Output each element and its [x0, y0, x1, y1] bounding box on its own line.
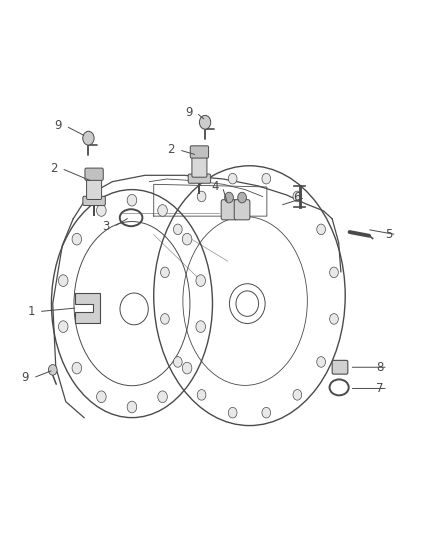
Text: 2: 2 [50, 162, 57, 175]
Circle shape [199, 115, 211, 129]
Circle shape [182, 233, 192, 245]
Text: 2: 2 [167, 143, 175, 156]
Circle shape [197, 390, 206, 400]
FancyBboxPatch shape [188, 174, 211, 183]
Circle shape [293, 390, 302, 400]
Circle shape [48, 365, 57, 375]
FancyBboxPatch shape [332, 360, 348, 374]
Text: 1: 1 [27, 305, 35, 318]
Circle shape [96, 391, 106, 402]
Text: 4: 4 [211, 181, 219, 193]
FancyBboxPatch shape [192, 155, 207, 177]
Circle shape [293, 191, 302, 202]
FancyBboxPatch shape [221, 200, 237, 220]
Circle shape [317, 357, 325, 367]
Circle shape [228, 407, 237, 418]
Text: 7: 7 [376, 382, 384, 395]
FancyBboxPatch shape [234, 200, 250, 220]
Circle shape [238, 192, 247, 203]
Circle shape [72, 233, 81, 245]
Circle shape [262, 173, 271, 184]
Circle shape [127, 401, 137, 413]
Text: 9: 9 [54, 119, 62, 133]
Circle shape [72, 362, 81, 374]
Circle shape [161, 313, 170, 324]
Polygon shape [74, 293, 100, 322]
Circle shape [83, 131, 94, 145]
Circle shape [173, 224, 182, 235]
Text: 9: 9 [185, 106, 192, 119]
Circle shape [196, 321, 205, 333]
Text: 9: 9 [21, 372, 29, 384]
Circle shape [317, 224, 325, 235]
Circle shape [330, 267, 338, 278]
Circle shape [58, 275, 68, 286]
Circle shape [158, 205, 167, 216]
FancyBboxPatch shape [83, 196, 105, 206]
Text: 8: 8 [376, 361, 384, 374]
Circle shape [161, 267, 170, 278]
Text: 6: 6 [293, 191, 301, 204]
Circle shape [173, 357, 182, 367]
Circle shape [196, 275, 205, 286]
Circle shape [127, 195, 137, 206]
Circle shape [225, 192, 233, 203]
FancyBboxPatch shape [87, 177, 102, 199]
Circle shape [158, 391, 167, 402]
Circle shape [96, 205, 106, 216]
Text: 3: 3 [102, 220, 110, 233]
Circle shape [228, 173, 237, 184]
Circle shape [182, 362, 192, 374]
Circle shape [330, 313, 338, 324]
Circle shape [58, 321, 68, 333]
FancyBboxPatch shape [85, 168, 103, 180]
Circle shape [262, 407, 271, 418]
FancyBboxPatch shape [190, 146, 208, 158]
Circle shape [197, 191, 206, 202]
Text: 5: 5 [385, 228, 392, 241]
